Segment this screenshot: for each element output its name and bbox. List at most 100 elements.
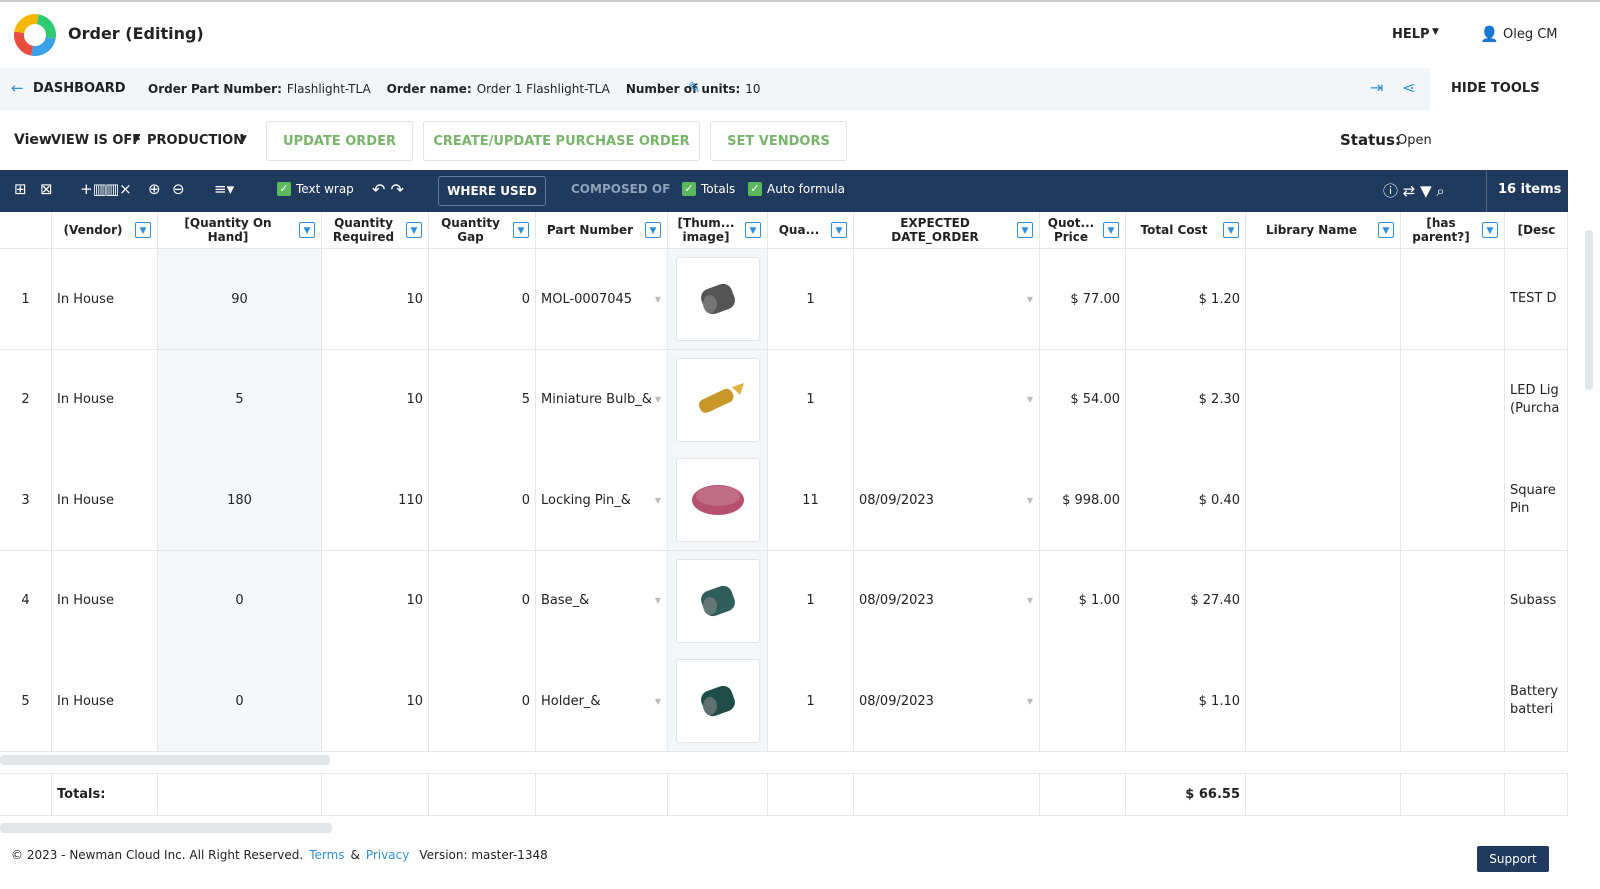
part-image — [700, 685, 735, 717]
mode[interactable]: PRODUCTION — [147, 133, 245, 148]
totals-toggle[interactable]: ✓ Totals — [682, 182, 735, 196]
h-scroll-2 — [0, 823, 332, 833]
cell-text: Holder_& — [541, 693, 601, 709]
auto-formula-toggle[interactable]: ✓ Auto formula — [748, 182, 845, 196]
cell-text: 08/09/2023 — [859, 492, 934, 508]
table-cell — [668, 349, 768, 451]
dropdown-caret[interactable]: ▼ — [654, 495, 661, 505]
dropdown-caret[interactable]: ▼ — [1026, 395, 1033, 404]
support-button[interactable]: Support — [1477, 846, 1549, 872]
column-filter[interactable]: ▼ — [513, 222, 529, 238]
column-title: Part Number — [546, 223, 634, 237]
cell-text: 1 — [806, 593, 815, 608]
dropdown-caret[interactable]: ▼ — [1026, 495, 1033, 505]
cell-text: LED Lig (Purcha — [1510, 382, 1560, 416]
dropdown-caret[interactable]: ▼ — [654, 294, 661, 304]
totals-cell — [1505, 773, 1568, 816]
cell-text: 10 — [406, 693, 423, 709]
column-filter[interactable]: ▼ — [406, 222, 422, 238]
cell-text: 5 — [21, 693, 30, 709]
edit-icon[interactable]: ✎ — [688, 79, 701, 97]
action-button[interactable]: UPDATE ORDER — [266, 121, 413, 161]
terms-link[interactable]: Terms — [309, 848, 345, 862]
column-filter[interactable]: ▼ — [645, 222, 661, 238]
toolbar-icon[interactable]: ⊕ — [148, 180, 161, 198]
cell-text: Base_& — [541, 593, 590, 608]
dropdown-caret[interactable]: ▼ — [654, 696, 661, 706]
totals-cell — [768, 773, 854, 816]
column-filter[interactable]: ▼ — [135, 222, 151, 238]
field-label: Number of units: — [625, 82, 741, 96]
share-icon[interactable]: ⋖ — [1402, 78, 1416, 97]
cell-text: 90 — [231, 291, 248, 307]
top-border — [0, 0, 1600, 2]
cell-text: MOL-0007045 — [541, 291, 633, 307]
table-cell: 10 — [322, 349, 429, 451]
cell-text: 0 — [521, 492, 530, 508]
table-cell: Base_& ▼ — [536, 550, 668, 652]
cell-text: Subass — [1510, 592, 1557, 608]
cell-text: 08/09/2023 — [859, 693, 934, 709]
undo-redo[interactable]: ↶ ↷ — [372, 180, 404, 199]
column-header: [Desc — [1505, 212, 1568, 249]
table-cell: Miniature Bulb_& ▼ — [536, 349, 668, 451]
dropdown-caret[interactable]: ▼ — [1026, 294, 1033, 304]
dropdown-caret[interactable]: ▼ — [654, 395, 661, 404]
column-filter[interactable]: ▼ — [1378, 222, 1394, 238]
column-filter[interactable]: ▼ — [1482, 222, 1498, 238]
dropdown-caret[interactable]: ▼ — [1026, 596, 1033, 605]
column-header: [Quantity On Hand] ▼ — [158, 212, 322, 249]
action-button[interactable]: CREATE/UPDATE PURCHASE ORDER — [423, 121, 700, 161]
column-filter[interactable]: ▼ — [1017, 222, 1033, 238]
column-filter[interactable]: ▼ — [831, 222, 847, 238]
privacy-link[interactable]: Privacy — [365, 848, 410, 862]
dropdown-caret[interactable]: ▼ — [1026, 696, 1033, 706]
table-cell — [1401, 450, 1505, 551]
dropdown-caret[interactable]: ▼ — [654, 596, 661, 605]
table-cell: Square Pin — [1505, 450, 1568, 551]
column-filter[interactable]: ▼ — [1223, 222, 1239, 238]
table-cell — [668, 651, 768, 752]
toolbar-icon[interactable]: +▥ — [80, 180, 107, 198]
toolbar-icon[interactable]: ≡▾ — [214, 180, 235, 198]
field-value: 10 — [745, 82, 761, 96]
toolbar-icon[interactable]: ⊞ — [14, 180, 27, 198]
table-cell: 1 — [768, 249, 854, 350]
back-link[interactable]: DASHBOARD — [33, 81, 126, 96]
column-filter[interactable]: ▼ — [745, 222, 761, 238]
user-name[interactable]: Oleg CM — [1503, 27, 1558, 42]
cell-text: In House — [57, 291, 114, 307]
toolbar-icon[interactable]: ⊖ — [172, 180, 185, 198]
column-header: Quot... Price ▼ — [1040, 212, 1126, 249]
toolbar-separator — [1486, 170, 1487, 212]
cell-text: Battery batteri — [1510, 684, 1559, 717]
column-filter[interactable]: ▼ — [1103, 222, 1119, 238]
help-menu[interactable]: HELP — [1392, 27, 1430, 42]
hide-tools[interactable]: HIDE TOOLS — [1451, 81, 1540, 96]
view-value[interactable]: VIEW IS OFF — [51, 133, 142, 148]
cell-text: 1 — [806, 291, 815, 307]
table-cell: TEST D — [1505, 249, 1568, 350]
table-cell: In House — [52, 651, 158, 752]
v-scroll — [1568, 212, 1600, 832]
h-scroll-1 — [0, 755, 330, 765]
field-label: Order Part Number: — [148, 82, 282, 96]
toolbar-icon[interactable]: ▥× — [105, 180, 132, 198]
composed-of[interactable]: COMPOSED OF — [571, 182, 671, 196]
table-cell: 3 — [0, 450, 52, 551]
column-filter[interactable]: ▼ — [299, 222, 315, 238]
action-button[interactable]: SET VENDORS — [710, 121, 847, 161]
cell-text: Miniature Bulb_& — [541, 392, 652, 407]
toolbar-icon[interactable]: ⊠ — [40, 180, 53, 198]
totals-cell — [429, 773, 536, 816]
table-cell: 0 — [429, 651, 536, 752]
toolbar-right-icons[interactable]: ⓘ ⇄ ▼ ⌕ — [1383, 182, 1445, 200]
where-used[interactable]: WHERE USED — [438, 176, 546, 206]
item-count: 16 items — [1498, 182, 1562, 197]
text-wrap[interactable]: ✓ Text wrap — [277, 182, 354, 196]
view-caret: ▼ — [133, 134, 140, 144]
export-icon[interactable]: ⇥ — [1370, 78, 1384, 97]
column-title: [Quantity On Hand] — [184, 216, 272, 244]
toolbar — [0, 170, 1568, 212]
